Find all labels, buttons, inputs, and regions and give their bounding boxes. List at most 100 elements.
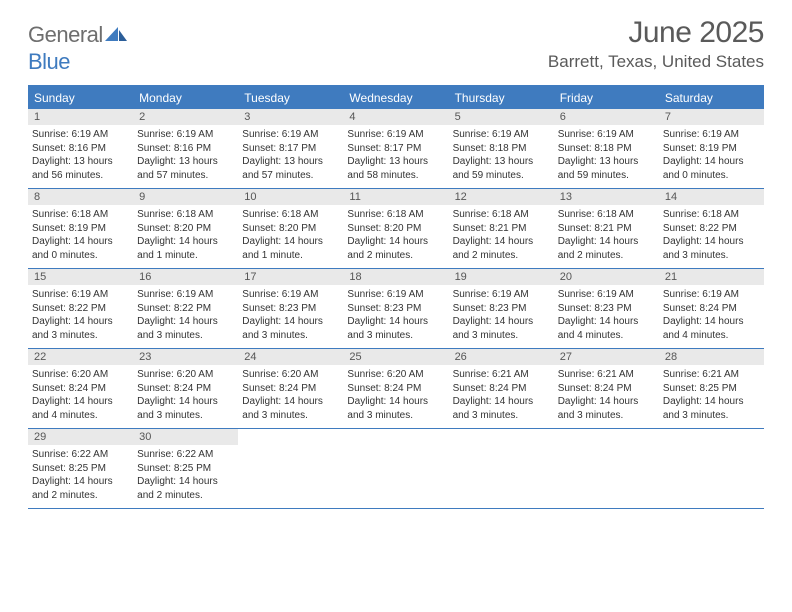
day-number: 18	[343, 269, 448, 285]
daylight-text: and 3 minutes.	[663, 249, 760, 263]
daylight-text: Daylight: 14 hours	[32, 315, 129, 329]
day-number: 22	[28, 349, 133, 365]
day-details: Sunrise: 6:18 AMSunset: 8:21 PMDaylight:…	[554, 205, 659, 268]
day-details: Sunrise: 6:18 AMSunset: 8:20 PMDaylight:…	[133, 205, 238, 268]
daylight-text: and 3 minutes.	[453, 409, 550, 423]
daylight-text: and 3 minutes.	[137, 329, 234, 343]
daylight-text: and 3 minutes.	[663, 409, 760, 423]
day-number: 26	[449, 349, 554, 365]
day-details: Sunrise: 6:22 AMSunset: 8:25 PMDaylight:…	[133, 445, 238, 508]
sunrise-text: Sunrise: 6:19 AM	[137, 288, 234, 302]
day-details: Sunrise: 6:18 AMSunset: 8:20 PMDaylight:…	[343, 205, 448, 268]
day-details: Sunrise: 6:21 AMSunset: 8:25 PMDaylight:…	[659, 365, 764, 428]
day-details: Sunrise: 6:21 AMSunset: 8:24 PMDaylight:…	[554, 365, 659, 428]
daylight-text: and 4 minutes.	[32, 409, 129, 423]
sunset-text: Sunset: 8:19 PM	[663, 142, 760, 156]
daylight-text: Daylight: 14 hours	[558, 315, 655, 329]
sunset-text: Sunset: 8:23 PM	[558, 302, 655, 316]
sunrise-text: Sunrise: 6:19 AM	[453, 288, 550, 302]
daylight-text: and 2 minutes.	[558, 249, 655, 263]
calendar-empty-cell	[449, 429, 554, 508]
title-block: June 2025 Barrett, Texas, United States	[548, 16, 764, 72]
daylight-text: and 1 minute.	[137, 249, 234, 263]
daylight-text: Daylight: 14 hours	[663, 315, 760, 329]
weekday-header-row: Sunday Monday Tuesday Wednesday Thursday…	[28, 87, 764, 109]
day-number: 14	[659, 189, 764, 205]
calendar-day-cell: 1 Sunrise: 6:19 AMSunset: 8:16 PMDaylight…	[28, 109, 133, 188]
daylight-text: and 3 minutes.	[32, 329, 129, 343]
sunset-text: Sunset: 8:21 PM	[558, 222, 655, 236]
sunset-text: Sunset: 8:16 PM	[32, 142, 129, 156]
daylight-text: Daylight: 13 hours	[453, 155, 550, 169]
calendar-empty-cell	[238, 429, 343, 508]
sunrise-text: Sunrise: 6:18 AM	[137, 208, 234, 222]
day-number: 16	[133, 269, 238, 285]
calendar-day-cell: 29Sunrise: 6:22 AMSunset: 8:25 PMDayligh…	[28, 429, 133, 508]
day-number: 17	[238, 269, 343, 285]
daylight-text: and 2 minutes.	[32, 489, 129, 503]
sunset-text: Sunset: 8:17 PM	[242, 142, 339, 156]
sunrise-text: Sunrise: 6:18 AM	[663, 208, 760, 222]
daylight-text: Daylight: 14 hours	[453, 235, 550, 249]
sunrise-text: Sunrise: 6:19 AM	[347, 128, 444, 142]
day-number: 7	[659, 109, 764, 125]
sunset-text: Sunset: 8:20 PM	[137, 222, 234, 236]
day-details: Sunrise: 6:20 AMSunset: 8:24 PMDaylight:…	[343, 365, 448, 428]
daylight-text: and 3 minutes.	[558, 409, 655, 423]
calendar-day-cell: 5Sunrise: 6:19 AMSunset: 8:18 PMDaylight…	[449, 109, 554, 188]
calendar-day-cell: 7 Sunrise: 6:19 AMSunset: 8:19 PMDaylight…	[659, 109, 764, 188]
sunset-text: Sunset: 8:24 PM	[453, 382, 550, 396]
day-details: Sunrise: 6:20 AMSunset: 8:24 PMDaylight:…	[133, 365, 238, 428]
day-details: Sunrise: 6:19 AMSunset: 8:22 PMDaylight:…	[28, 285, 133, 348]
day-details: Sunrise: 6:19 AMSunset: 8:24 PMDaylight:…	[659, 285, 764, 348]
calendar-day-cell: 26Sunrise: 6:21 AMSunset: 8:24 PMDayligh…	[449, 349, 554, 428]
sunrise-text: Sunrise: 6:19 AM	[663, 128, 760, 142]
sunrise-text: Sunrise: 6:18 AM	[558, 208, 655, 222]
day-number: 4	[343, 109, 448, 125]
logo-text-general: General	[28, 22, 103, 47]
sunrise-text: Sunrise: 6:22 AM	[137, 448, 234, 462]
sunrise-text: Sunrise: 6:18 AM	[347, 208, 444, 222]
day-details: Sunrise: 6:19 AMSunset: 8:23 PMDaylight:…	[343, 285, 448, 348]
calendar-day-cell: 19Sunrise: 6:19 AMSunset: 8:23 PMDayligh…	[449, 269, 554, 348]
sunrise-text: Sunrise: 6:19 AM	[32, 128, 129, 142]
page-header: General Blue June 2025 Barrett, Texas, U…	[0, 0, 792, 79]
day-number: 1	[28, 109, 133, 125]
day-details: Sunrise: 6:22 AMSunset: 8:25 PMDaylight:…	[28, 445, 133, 508]
weekday-header: Sunday	[28, 87, 133, 109]
calendar-empty-cell	[659, 429, 764, 508]
day-number: 20	[554, 269, 659, 285]
daylight-text: and 2 minutes.	[347, 249, 444, 263]
day-number: 11	[343, 189, 448, 205]
sunset-text: Sunset: 8:22 PM	[32, 302, 129, 316]
daylight-text: Daylight: 14 hours	[32, 395, 129, 409]
daylight-text: Daylight: 14 hours	[242, 395, 339, 409]
calendar-day-cell: 10Sunrise: 6:18 AMSunset: 8:20 PMDayligh…	[238, 189, 343, 268]
daylight-text: and 3 minutes.	[242, 329, 339, 343]
daylight-text: Daylight: 13 hours	[32, 155, 129, 169]
daylight-text: and 3 minutes.	[347, 329, 444, 343]
sunrise-text: Sunrise: 6:19 AM	[137, 128, 234, 142]
sunset-text: Sunset: 8:24 PM	[32, 382, 129, 396]
logo: General Blue	[28, 22, 127, 75]
sunrise-text: Sunrise: 6:19 AM	[32, 288, 129, 302]
sunrise-text: Sunrise: 6:18 AM	[242, 208, 339, 222]
sunset-text: Sunset: 8:16 PM	[137, 142, 234, 156]
calendar: Sunday Monday Tuesday Wednesday Thursday…	[28, 85, 764, 509]
sunset-text: Sunset: 8:23 PM	[242, 302, 339, 316]
month-title: June 2025	[548, 16, 764, 50]
daylight-text: Daylight: 14 hours	[663, 155, 760, 169]
sunrise-text: Sunrise: 6:21 AM	[453, 368, 550, 382]
sunrise-text: Sunrise: 6:20 AM	[137, 368, 234, 382]
day-number: 9	[133, 189, 238, 205]
sunrise-text: Sunrise: 6:22 AM	[32, 448, 129, 462]
day-number: 10	[238, 189, 343, 205]
logo-text-blue: Blue	[28, 49, 70, 74]
sunrise-text: Sunrise: 6:20 AM	[347, 368, 444, 382]
day-details: Sunrise: 6:19 AMSunset: 8:23 PMDaylight:…	[238, 285, 343, 348]
calendar-week-row: 1Sunrise: 6:19 AMSunset: 8:16 PMDaylight…	[28, 109, 764, 189]
weekday-header: Tuesday	[238, 87, 343, 109]
sunset-text: Sunset: 8:22 PM	[663, 222, 760, 236]
sunrise-text: Sunrise: 6:21 AM	[558, 368, 655, 382]
weekday-header: Monday	[133, 87, 238, 109]
